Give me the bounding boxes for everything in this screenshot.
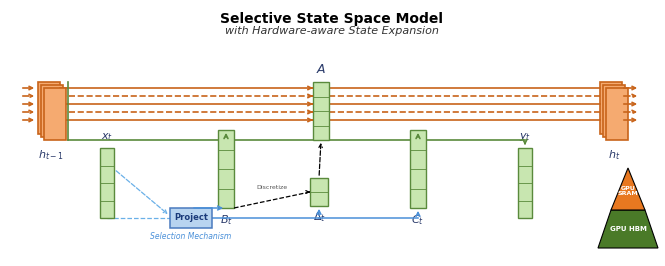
Text: $B_t$: $B_t$ (219, 213, 233, 227)
Polygon shape (611, 168, 645, 210)
Polygon shape (598, 210, 658, 248)
Text: $C_t$: $C_t$ (412, 213, 424, 227)
Bar (606, 88, 628, 140)
Text: $\Delta_t$: $\Delta_t$ (313, 210, 325, 224)
Bar (38, 82, 60, 134)
Text: with Hardware-aware State Expansion: with Hardware-aware State Expansion (225, 26, 439, 36)
Bar (100, 148, 114, 218)
Text: Project: Project (174, 214, 208, 222)
Text: $x_t$: $x_t$ (101, 131, 113, 143)
Bar (41, 85, 63, 137)
Text: $y_t$: $y_t$ (519, 131, 531, 143)
Text: $h_{t-1}$: $h_{t-1}$ (38, 148, 64, 162)
Text: $A$: $A$ (316, 63, 326, 76)
Bar (218, 130, 234, 208)
Bar (310, 178, 328, 206)
Bar (170, 208, 212, 228)
Text: Selection Mechanism: Selection Mechanism (150, 232, 231, 241)
Bar (603, 85, 625, 137)
Text: $h_t$: $h_t$ (608, 148, 620, 162)
Text: Selective State Space Model: Selective State Space Model (221, 12, 444, 26)
Text: Discretize: Discretize (257, 185, 287, 190)
Bar (518, 148, 532, 218)
Bar (313, 82, 329, 140)
Text: GPU
SRAM: GPU SRAM (618, 186, 638, 196)
Bar (410, 130, 426, 208)
Bar (600, 82, 622, 134)
Bar (44, 88, 66, 140)
Text: GPU HBM: GPU HBM (610, 226, 646, 232)
